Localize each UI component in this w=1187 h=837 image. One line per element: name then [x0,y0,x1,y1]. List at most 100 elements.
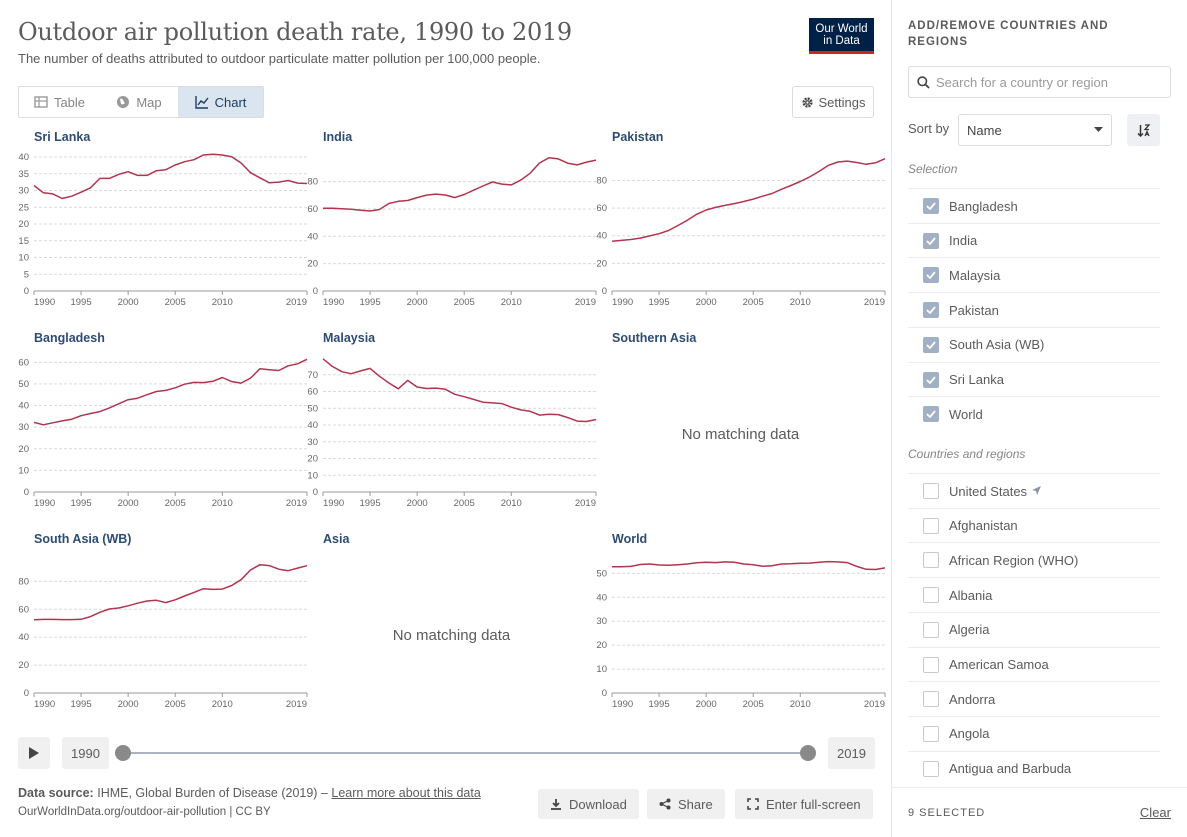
gear-icon [801,96,813,108]
entity-item-american-samoa[interactable]: American Samoa [908,646,1160,682]
series-line[interactable] [612,560,886,571]
entity-item-albania[interactable]: Albania [908,577,1160,612]
panel-title: Pakistan [612,130,664,144]
x-tick-label: 2010 [212,498,233,509]
series-line[interactable] [33,563,308,621]
tab-map[interactable]: Map [100,87,178,117]
line-chart: 0 20 40 60 80 1990 1995 2000 2005 2010 2019 [18,563,308,710]
timeline-track[interactable] [123,752,808,754]
checkbox[interactable] [923,517,939,534]
entity-item-andorra[interactable]: Andorra [908,681,1160,716]
checkbox-checked[interactable] [923,198,939,214]
learn-more-link[interactable]: Learn more about this data [331,786,481,800]
y-tick-label: 20 [596,640,607,651]
chart-panel-bangladesh: 0 10 20 30 40 50 60 1990 1995 2000 2005 2010 2019 Ban… [18,331,308,521]
entity-item-united-states[interactable]: United States [908,473,1160,508]
entity-item-afghanistan[interactable]: Afghanistan [908,507,1160,543]
x-tick-label: 2010 [501,297,522,308]
x-tick-label: 2010 [212,297,233,308]
y-tick-label: 60 [307,387,318,398]
chart-area: Outdoor air pollution death rate, 1990 t… [18,18,886,819]
checkbox[interactable] [923,621,939,638]
y-tick-label: 50 [18,379,29,390]
tab-chart[interactable]: Chart [178,87,263,117]
share-button[interactable]: Share [647,789,725,819]
entity-item-india[interactable]: India [908,222,1160,258]
entity-item-malaysia[interactable]: Malaysia [908,257,1160,292]
timeline-start-handle[interactable] [115,745,131,761]
checkbox[interactable] [923,691,939,708]
checkbox-checked[interactable] [923,232,939,249]
series-line[interactable] [33,358,308,426]
globe-icon [117,96,130,108]
series-line[interactable] [33,153,308,200]
series-line[interactable] [322,358,597,423]
line-chart: 0 10 20 30 40 50 1990 1995 2000 2005 2010 2019 [596,560,886,710]
y-tick-label: 0 [602,286,607,297]
checkbox[interactable] [923,587,939,604]
entity-item-sri-lanka[interactable]: Sri Lanka [908,361,1160,397]
page-title: Outdoor air pollution death rate, 1990 t… [18,18,572,46]
checkbox[interactable] [923,552,939,569]
entity-label: American Samoa [949,657,1049,672]
y-tick-label: 60 [307,204,318,215]
data-source: Data source: IHME, Global Burden of Dise… [18,786,481,800]
download-button[interactable]: Download [538,789,639,819]
check-icon [926,237,936,245]
entity-item-antigua-and-barbuda[interactable]: Antigua and Barbuda [908,750,1160,786]
search-input[interactable] [936,74,1156,90]
timeline: 1990 2019 [18,737,875,771]
x-tick-label: 1990 [34,699,55,710]
series-line[interactable] [611,158,886,243]
line-chart-icon [194,96,209,109]
x-tick-label: 1990 [34,498,55,509]
checkbox[interactable] [923,760,939,777]
sort-dropdown[interactable]: Name [958,114,1112,146]
checkbox-checked[interactable] [923,371,939,388]
fullscreen-button[interactable]: Enter full-screen [735,789,873,819]
owid-logo[interactable]: Our World in Data [809,18,874,54]
entity-item-world[interactable]: World [908,396,1160,431]
source-url[interactable]: OurWorldInData.org/outdoor-air-pollution… [18,806,271,818]
y-tick-label: 60 [596,203,607,214]
play-button[interactable] [18,737,50,769]
entity-item-south-asia-wb[interactable]: South Asia (WB) [908,326,1160,362]
entity-label: Antigua and Barbuda [949,761,1072,777]
y-tick-label: 25 [18,202,29,213]
entity-item-bangladesh[interactable]: Bangladesh [908,188,1160,223]
checkbox-checked[interactable] [923,336,939,353]
timeline-start-year[interactable]: 1990 [62,737,109,769]
y-tick-label: 15 [18,236,29,247]
entity-item-pakistan[interactable]: Pakistan [908,292,1160,327]
check-icon [926,375,936,384]
share-label: Share [678,796,713,812]
series-line[interactable] [323,157,597,212]
clear-button[interactable]: Clear [1139,805,1171,820]
timeline-end-year[interactable]: 2019 [828,737,875,769]
selected-count: 9 SELECTED [908,807,986,819]
x-tick-label: 1990 [612,297,633,308]
y-tick-label: 30 [307,437,318,448]
entity-item-algeria[interactable]: Algeria [908,611,1160,647]
tab-table[interactable]: Table [19,87,100,117]
line-chart: 0 5 10 15 20 25 30 35 40 1990 1995 2000 2005 2010 2019 [18,152,308,308]
checkbox-checked[interactable] [923,267,939,284]
entity-label: Albania [949,587,993,603]
entity-item-angola[interactable]: Angola [908,715,1160,751]
checkbox[interactable] [923,656,939,673]
entity-item-african-region-who[interactable]: African Region (WHO) [908,542,1160,577]
x-tick-label: 1990 [34,297,55,308]
checkbox-checked[interactable] [923,302,939,319]
checkbox[interactable] [923,483,939,499]
settings-button[interactable]: Settings [792,86,874,118]
checkbox[interactable] [923,725,939,742]
y-tick-label: 30 [596,616,607,627]
timeline-end-handle[interactable] [800,745,816,761]
y-tick-label: 40 [307,420,318,431]
x-tick-label: 2019 [575,297,596,308]
y-tick-label: 80 [307,177,318,188]
source-text: IHME, Global Burden of Disease (2019) – [97,786,332,800]
tab-table-label: Table [53,94,86,110]
checkbox-checked[interactable] [923,406,939,423]
sort-order-button[interactable] [1127,114,1160,146]
